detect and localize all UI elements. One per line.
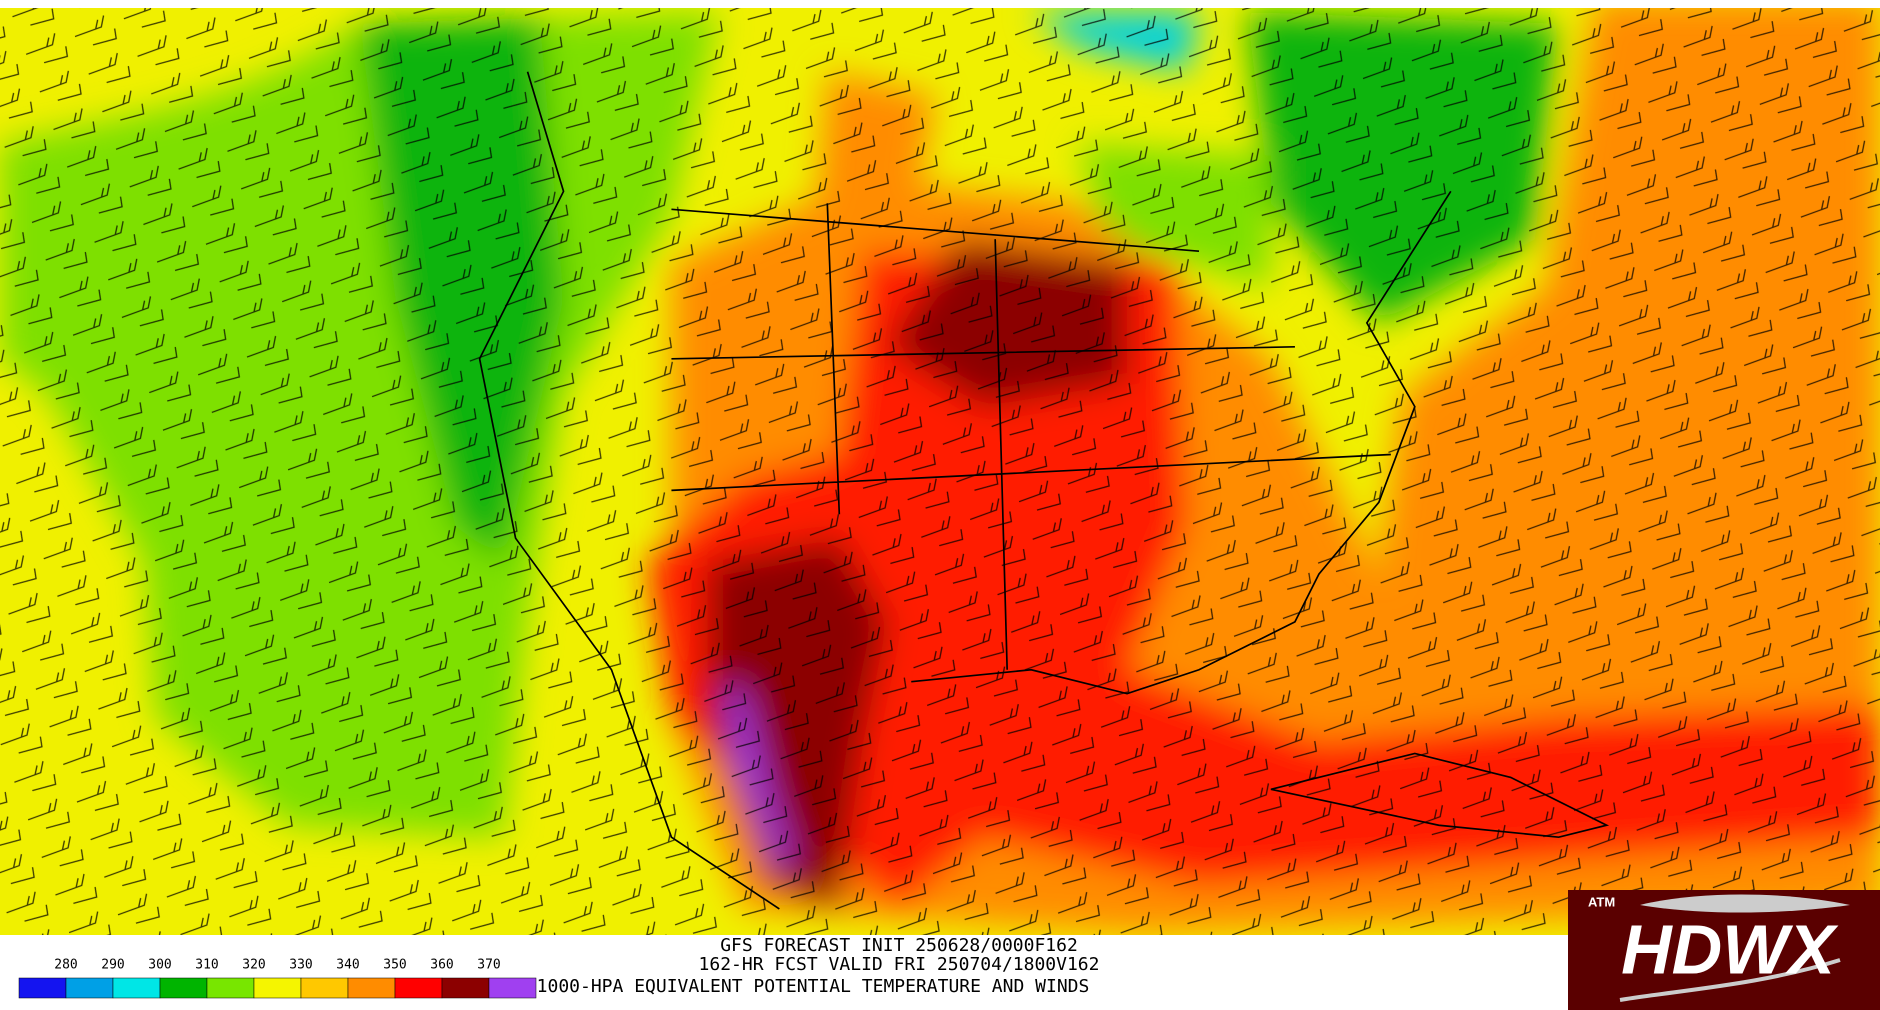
header-line-2: 162-HR FCST VALID FRI 250704/1800V162	[699, 954, 1100, 975]
colorbar-label: 280	[54, 958, 77, 973]
colorbar-box	[253, 977, 302, 999]
colorbar-box	[65, 977, 114, 999]
logo-tail	[1619, 958, 1841, 1002]
colorbar-label: 350	[383, 958, 406, 973]
colorbar: 280 290 300 310 320 330 340 350 360 370	[18, 958, 537, 999]
colorbar-box	[18, 977, 67, 999]
logo-text: HDWX	[1621, 910, 1839, 988]
colorbar-box	[441, 977, 490, 999]
colorbar-box	[394, 977, 443, 999]
colorbar-label: 320	[242, 958, 265, 973]
wind-barbs	[0, 8, 1880, 935]
colorbar-label: 330	[289, 958, 312, 973]
logo-badge: ATM	[1588, 894, 1615, 909]
colorbar-box	[347, 977, 396, 999]
colorbar-label: 300	[148, 958, 171, 973]
colorbar-label: 310	[195, 958, 218, 973]
colorbar-label: 360	[430, 958, 453, 973]
header-line-1: GFS FORECAST INIT 250628/0000F162	[720, 935, 1078, 956]
colorbar-box	[112, 977, 161, 999]
colorbar-box	[159, 977, 208, 999]
boundaries	[478, 71, 1610, 910]
logo: ATM HDWX	[1568, 890, 1880, 1010]
colorbar-box	[300, 977, 349, 999]
colorbar-label: 370	[477, 958, 500, 973]
colorbar-label: 290	[101, 958, 124, 973]
map	[0, 8, 1880, 935]
colorbar-box	[488, 977, 537, 999]
colorbar-label: 340	[336, 958, 359, 973]
logo-swirl	[1640, 894, 1850, 913]
header-line-3: 1000-HPA EQUIVALENT POTENTIAL TEMPERATUR…	[537, 976, 1090, 997]
colorbar-box	[206, 977, 255, 999]
